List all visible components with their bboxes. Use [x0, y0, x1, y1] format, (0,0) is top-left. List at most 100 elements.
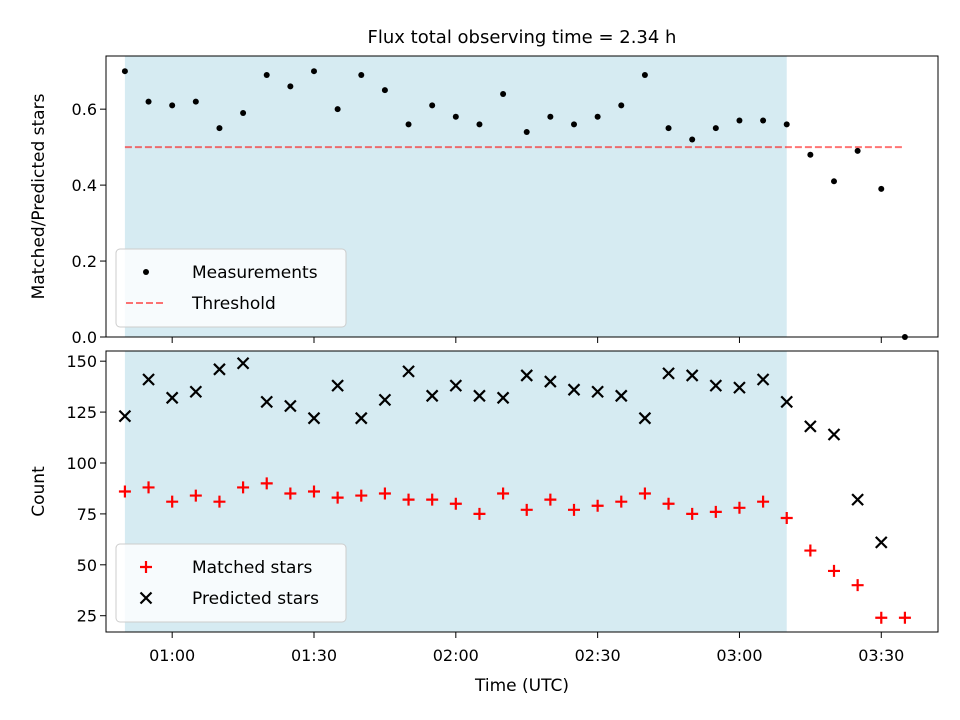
x-tick-label: 02:30 [575, 646, 621, 665]
matched-stars-point [638, 487, 651, 500]
predicted-stars-point [591, 385, 604, 399]
matched-stars-point [426, 493, 439, 506]
predicted-stars-point [425, 389, 439, 403]
measurement-point [287, 83, 294, 90]
measurement-point [618, 102, 625, 109]
predicted-stars-point [567, 383, 581, 396]
matched-stars-point [142, 481, 155, 494]
measurement-point [192, 98, 199, 105]
predicted-stars-point [307, 411, 321, 425]
predicted-stars-point [473, 389, 486, 403]
matched-stars-point [308, 485, 320, 498]
predicted-stars-point [213, 363, 226, 376]
legend: Matched stars Predicted stars [115, 543, 347, 623]
matched-stars-point [260, 477, 273, 490]
matched-stars-point [804, 544, 817, 557]
matched-stars-point [378, 487, 391, 500]
legend-label: Predicted stars [192, 589, 319, 609]
predicted-stars-point [118, 409, 132, 423]
measurement-point [381, 87, 388, 94]
predicted-stars-point [685, 369, 699, 382]
matched-stars-point [591, 499, 604, 512]
matched-stars-point [780, 511, 793, 524]
y-tick-label: 0.6 [72, 100, 97, 119]
measurement-point [571, 121, 577, 128]
y-tick-label: 125 [66, 403, 97, 422]
matched-stars-point [449, 497, 462, 510]
legend-label: Measurements [192, 263, 318, 283]
measurement-point [641, 71, 648, 78]
x-tick-label: 03:30 [858, 646, 904, 665]
measurement-point [500, 90, 507, 97]
measurement-point [405, 121, 412, 128]
legend-label: Threshold [191, 294, 276, 314]
measurement-point [594, 113, 601, 120]
predicted-stars-point [378, 393, 392, 407]
y-tick-label: 50 [77, 556, 97, 575]
measurement-point [689, 136, 696, 143]
chart-title: Flux total observing time = 2.34 h [368, 27, 677, 48]
measurement-point [216, 125, 223, 132]
measurement-point [878, 185, 885, 192]
matched-stars-point [166, 495, 179, 508]
x-tick-label: 01:00 [149, 646, 195, 665]
matched-stars-point [875, 611, 888, 624]
y-tick-label: 0.0 [72, 328, 97, 347]
predicted-stars-point [449, 379, 463, 392]
legend-handle [143, 269, 149, 275]
measurement-point [831, 178, 837, 185]
predicted-stars-point [851, 493, 864, 506]
predicted-stars-point [520, 369, 534, 382]
predicted-stars-point [544, 375, 557, 388]
matched-stars-point [213, 495, 226, 508]
measurement-point [334, 106, 341, 113]
measurement-point [263, 71, 270, 78]
predicted-stars-point [804, 420, 817, 433]
matched-stars-point [733, 501, 746, 514]
measurement-point [121, 68, 128, 75]
y-tick-label: 0.4 [72, 176, 97, 195]
matched-stars-point [828, 564, 840, 577]
x-axis-label: Time (UTC) [474, 676, 569, 696]
predicted-stars-point [662, 367, 675, 380]
measurement-point [547, 113, 554, 120]
matched-stars-point [851, 579, 864, 592]
predicted-stars-point [733, 381, 746, 394]
matched-stars-point [898, 611, 911, 624]
matched-stars-point [615, 495, 628, 508]
legend: Measurements Threshold [115, 248, 347, 328]
predicted-stars-point [614, 389, 628, 403]
predicted-stars-point [260, 395, 274, 409]
matched-stars-point [473, 507, 486, 520]
measurement-point [854, 147, 861, 154]
y-tick-label: 25 [77, 607, 97, 626]
legend-box [115, 248, 347, 328]
predicted-stars-point [331, 379, 344, 392]
legend-handle [139, 591, 153, 605]
predicted-stars-point [874, 536, 888, 549]
measurement-point [145, 98, 152, 105]
matched-stars-point [520, 503, 533, 516]
measurement-point [712, 125, 719, 132]
y-tick-label: 150 [66, 352, 97, 371]
measurement-point [760, 117, 767, 124]
axes-frame [105, 350, 939, 633]
predicted-stars-point [638, 411, 652, 425]
y-axis-label: Count [29, 466, 49, 517]
measurement-point [736, 117, 743, 124]
y-axis-label: Matched/Predicted stars [29, 93, 49, 299]
matched-stars-point [118, 485, 131, 498]
x-tick-label: 03:00 [716, 646, 762, 665]
matched-stars-point [237, 481, 250, 494]
matched-stars-point [284, 487, 297, 500]
measurement-point [311, 68, 317, 75]
predicted-stars-point [284, 399, 297, 413]
count-panel: 25 50 75 100 125 150 01:00 01:30 02:00 02:30 03:00… [29, 350, 939, 696]
y-tick-label: 0.2 [72, 252, 97, 271]
matched-stars-point [189, 489, 202, 502]
measurement-point [783, 121, 790, 128]
axes-frame [105, 55, 939, 338]
measurement-point [358, 71, 365, 78]
matched-stars-point [686, 507, 699, 520]
